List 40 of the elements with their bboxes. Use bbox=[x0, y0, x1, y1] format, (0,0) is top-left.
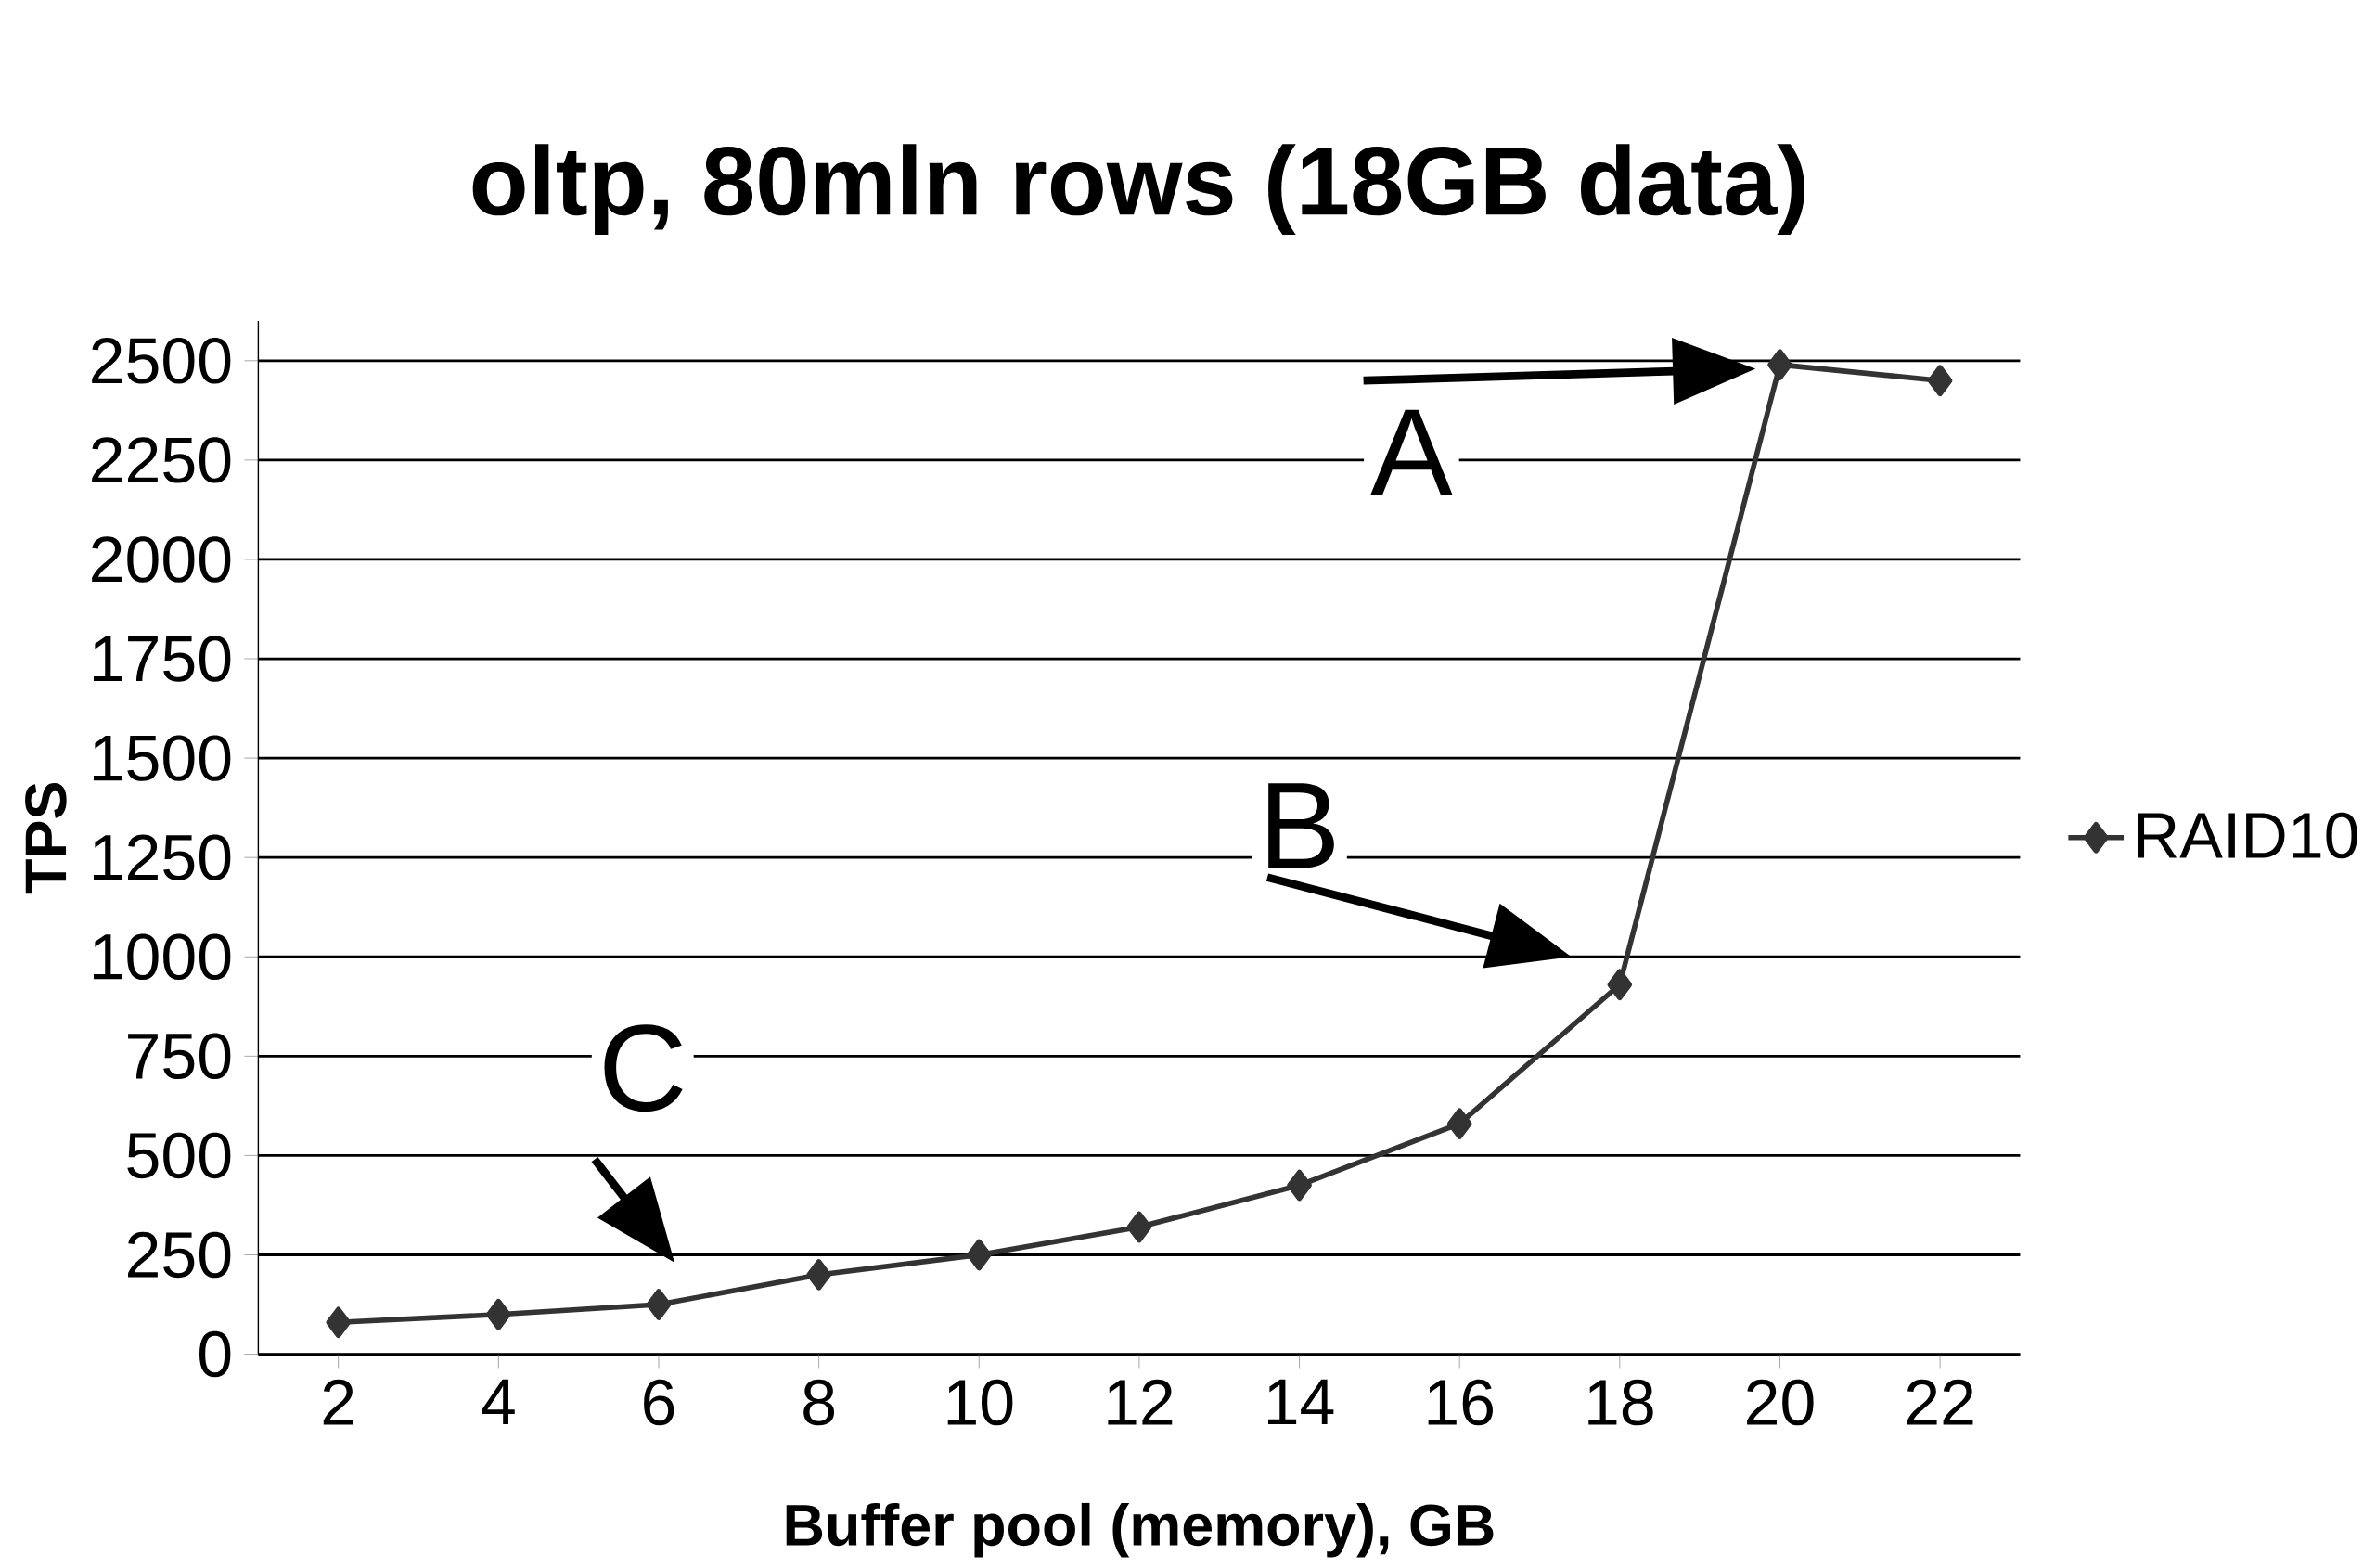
annotation: C bbox=[604, 1024, 683, 1112]
y-tick-label: 2250 bbox=[92, 437, 231, 483]
annotation: B bbox=[1268, 783, 1334, 868]
y-tick-label: 0 bbox=[199, 1330, 231, 1378]
y-tick-label: 1500 bbox=[93, 735, 231, 781]
y-tick-label: 1250 bbox=[93, 834, 231, 880]
x-tick-label: 2 bbox=[323, 1379, 353, 1425]
x-tick-label: 8 bbox=[803, 1379, 835, 1426]
y-tick-label: 1750 bbox=[93, 636, 231, 682]
y-tick-label: 750 bbox=[128, 1033, 231, 1079]
y-axis-title: TPS bbox=[25, 782, 67, 894]
point bbox=[1607, 969, 1633, 1000]
point bbox=[326, 1306, 351, 1338]
x-tick-label: 16 bbox=[1428, 1379, 1493, 1426]
chart-title: oltp, 80mln rows (18GB data) bbox=[472, 144, 1804, 235]
x-tick-label: 12 bbox=[1108, 1379, 1173, 1425]
y-tick-label: 2000 bbox=[92, 536, 231, 583]
x-tick-label: 20 bbox=[1747, 1379, 1814, 1426]
x-axis-title: Buffer pool (memory), GB bbox=[786, 1502, 1494, 1558]
y-tick-label: 1000 bbox=[93, 933, 231, 980]
point bbox=[1287, 1169, 1312, 1202]
x-tick-label: 18 bbox=[1588, 1379, 1653, 1426]
x-tick-label: 6 bbox=[644, 1379, 674, 1426]
x-tick-label: 14 bbox=[1268, 1379, 1334, 1424]
legend-label: RAID10 bbox=[2138, 812, 2357, 859]
point bbox=[1446, 1108, 1472, 1139]
point bbox=[1767, 349, 1792, 380]
point bbox=[486, 1298, 511, 1330]
annotation: A bbox=[1370, 409, 1453, 495]
point bbox=[646, 1289, 672, 1320]
x-tick-label: 10 bbox=[947, 1379, 1013, 1426]
point bbox=[966, 1239, 992, 1271]
y-tick-label: 2500 bbox=[92, 338, 231, 384]
x-tick-label: 4 bbox=[482, 1379, 515, 1424]
point bbox=[1126, 1211, 1152, 1243]
y-tick-label: 500 bbox=[127, 1132, 231, 1179]
x-tick-label: 22 bbox=[1907, 1379, 1973, 1425]
y-tick-label: 250 bbox=[128, 1231, 231, 1279]
point bbox=[806, 1259, 831, 1291]
point bbox=[1927, 365, 1953, 396]
